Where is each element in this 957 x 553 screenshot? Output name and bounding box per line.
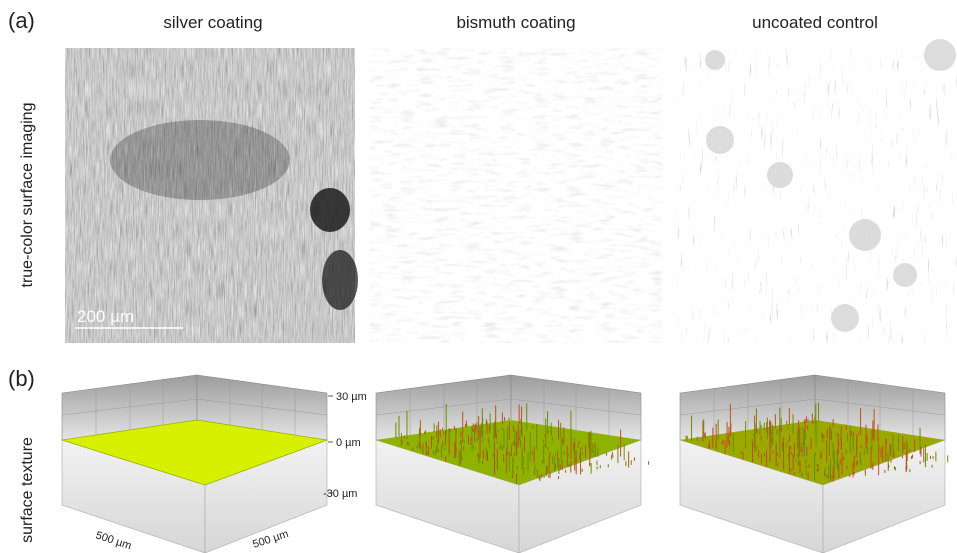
column-title: bismuth coating bbox=[456, 13, 575, 32]
bismuth-image bbox=[370, 48, 662, 343]
column-title: silver coating bbox=[163, 13, 262, 32]
x-axis-label: 500 µm bbox=[94, 529, 133, 552]
column-title: uncoated control bbox=[752, 13, 878, 32]
panel-label: (b) bbox=[8, 366, 35, 391]
z-tick-label: 30 µm bbox=[336, 391, 367, 403]
z-tick-label: -30 µm bbox=[323, 488, 357, 500]
page: 200 µm (a) (b) silver coating bismuth co… bbox=[0, 0, 957, 553]
panel-label: (a) bbox=[8, 8, 35, 33]
scale-bar-label: 200 µm bbox=[77, 307, 134, 326]
row-label: true-color surface imaging bbox=[19, 103, 36, 288]
z-tick-label: 0 µm bbox=[336, 437, 361, 449]
row-label: surface texture bbox=[19, 437, 36, 543]
figure: 200 µm (a) (b) silver coating bismuth co… bbox=[0, 0, 957, 553]
uncoated-image bbox=[673, 48, 957, 343]
